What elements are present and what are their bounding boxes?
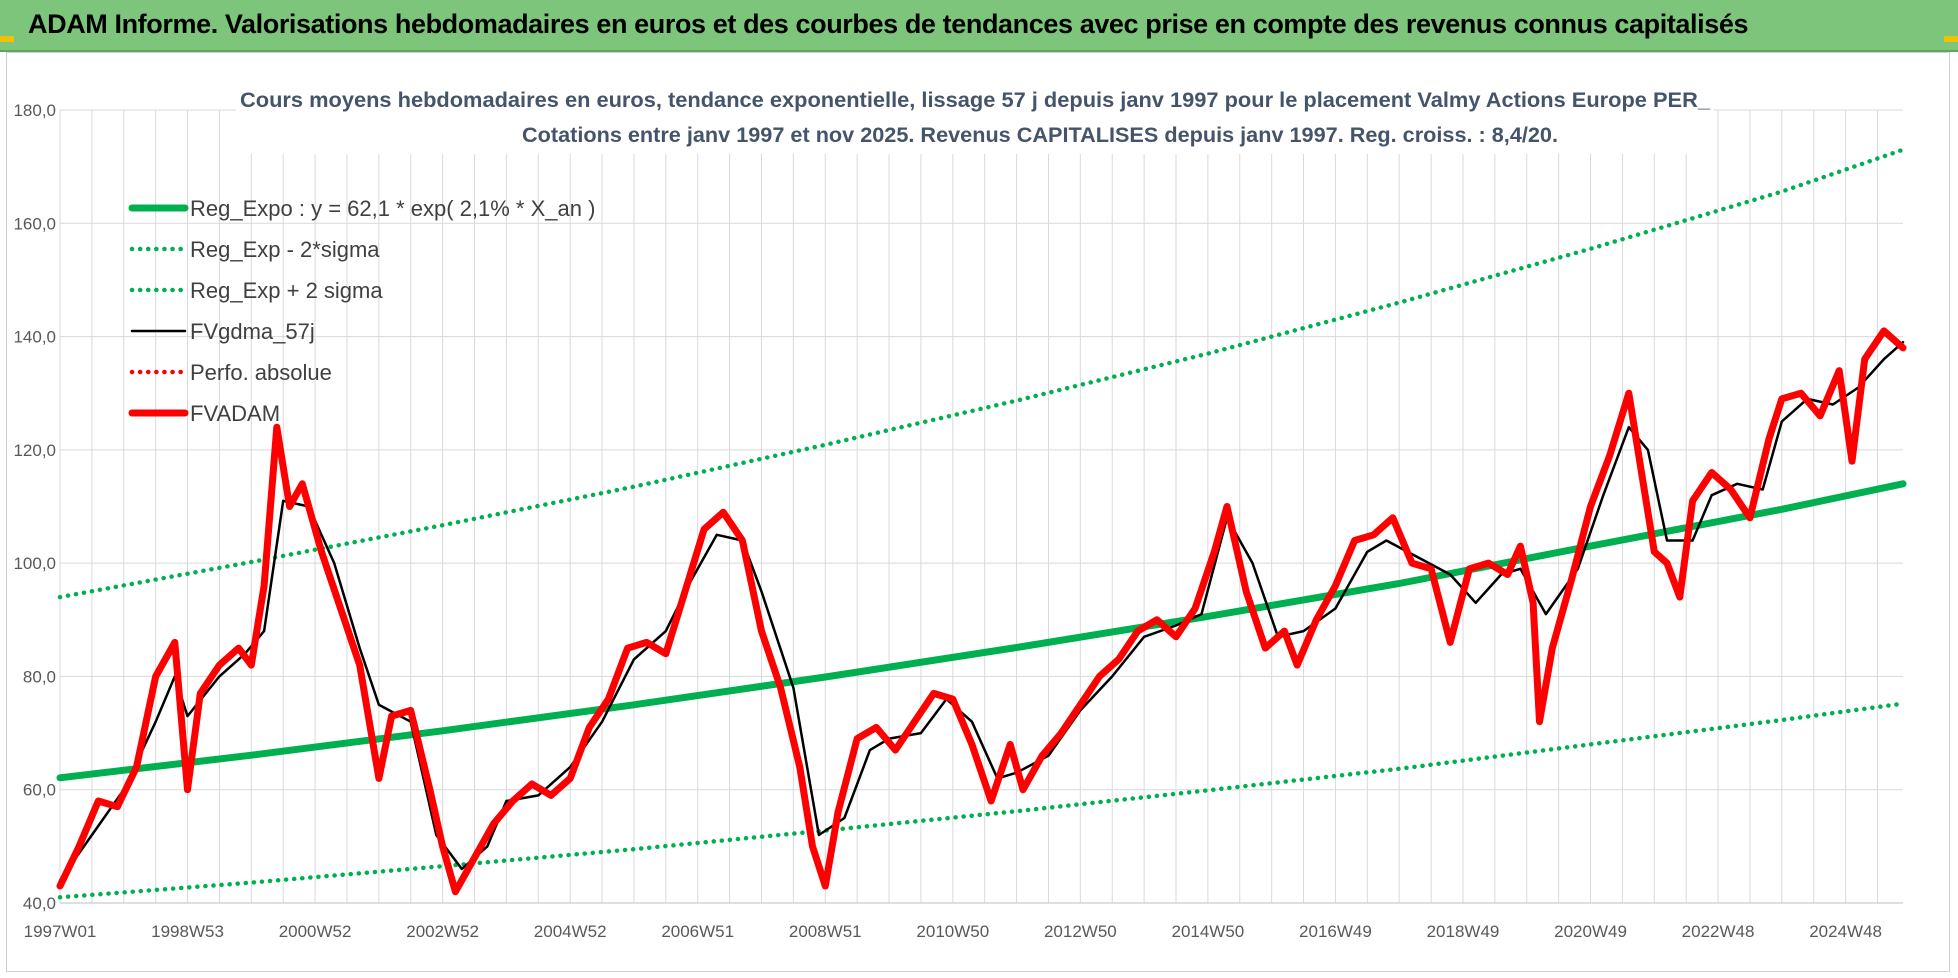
legend-label: Reg_Expo : y = 62,1 * exp( 2,1% * X_an ) bbox=[190, 196, 595, 221]
legend-label: Reg_Exp + 2 sigma bbox=[190, 278, 383, 303]
series-line bbox=[58, 340, 1905, 882]
x-tick-label: 2002W52 bbox=[406, 922, 479, 941]
x-tick-label: 1997W01 bbox=[24, 922, 97, 941]
y-tick-label: 80,0 bbox=[23, 667, 56, 686]
legend-label: FVADAM bbox=[190, 401, 280, 426]
grid-lines bbox=[59, 109, 1903, 904]
series-line bbox=[56, 480, 1907, 782]
x-tick-label: 2018W49 bbox=[1427, 922, 1500, 941]
series-line bbox=[56, 327, 1907, 896]
legend-label: FVgdma_57j bbox=[190, 319, 315, 344]
x-tick-label: 2008W51 bbox=[789, 922, 862, 941]
x-tick-label: 2022W48 bbox=[1682, 922, 1755, 941]
x-tick-label: 2000W52 bbox=[279, 922, 352, 941]
corner-mark-right bbox=[1944, 36, 1958, 42]
chart-title: Cours moyens hebdomadaires en euros, ten… bbox=[240, 89, 1710, 112]
x-tick-label: 2004W52 bbox=[534, 922, 607, 941]
x-tick-label: 2014W50 bbox=[1171, 922, 1244, 941]
x-tick-label: 2012W50 bbox=[1044, 922, 1117, 941]
x-tick-label: 2024W48 bbox=[1809, 922, 1882, 941]
x-tick-label: 2016W49 bbox=[1299, 922, 1372, 941]
y-tick-label: 180,0 bbox=[13, 101, 56, 120]
y-tick-label: 60,0 bbox=[23, 781, 56, 800]
report-banner: ADAM Informe. Valorisations hebdomadaire… bbox=[0, 0, 1958, 52]
corner-mark-left bbox=[0, 36, 14, 42]
chart-subtitle: Cotations entre janv 1997 et nov 2025. R… bbox=[522, 124, 1558, 147]
title-background bbox=[236, 76, 1714, 154]
chart-frame bbox=[6, 52, 1950, 972]
series-lines bbox=[56, 147, 1907, 900]
x-tick-label: 2010W50 bbox=[916, 922, 989, 941]
y-tick-label: 160,0 bbox=[13, 214, 56, 233]
y-tick-label: 120,0 bbox=[13, 441, 56, 460]
series-line bbox=[57, 701, 1906, 900]
x-tick-label: 2006W51 bbox=[661, 922, 734, 941]
x-tick-label: 2020W49 bbox=[1554, 922, 1627, 941]
legend-label: Perfo. absolue bbox=[190, 360, 332, 385]
x-tick-label: 1998W53 bbox=[151, 922, 224, 941]
y-tick-label: 140,0 bbox=[13, 328, 56, 347]
legend-label: Reg_Exp - 2*sigma bbox=[190, 237, 380, 262]
series-line bbox=[57, 147, 1906, 600]
report-title: ADAM Informe. Valorisations hebdomadaire… bbox=[28, 9, 1749, 39]
y-tick-label: 100,0 bbox=[13, 554, 56, 573]
chart-legend: Reg_Expo : y = 62,1 * exp( 2,1% * X_an )… bbox=[128, 196, 595, 426]
axis-labels: 40,0 60,0 80,0 100,0 120,0 140,0 160,0 180,0 199… bbox=[13, 101, 1903, 941]
chart-title-block: Cours moyens hebdomadaires en euros, ten… bbox=[236, 76, 1714, 154]
y-tick-label: 40,0 bbox=[23, 894, 56, 913]
